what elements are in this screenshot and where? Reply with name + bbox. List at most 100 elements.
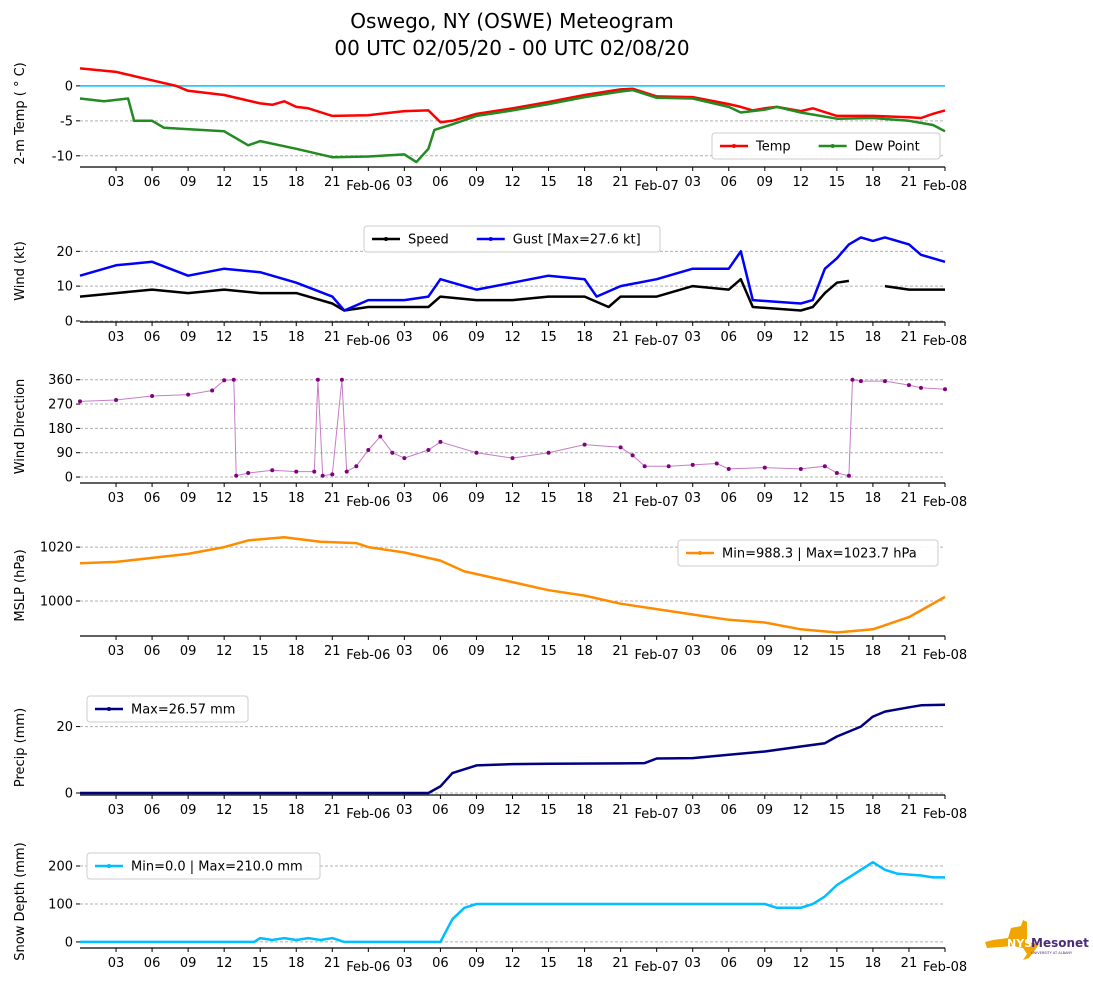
x-tick-label: Feb-07 xyxy=(635,179,679,194)
x-tick-label: 06 xyxy=(432,956,449,971)
wind-direction-point xyxy=(906,383,911,388)
x-tick-label: 15 xyxy=(829,956,846,971)
x-tick-label: 18 xyxy=(576,803,593,818)
x-tick-label: 09 xyxy=(757,644,774,659)
legend-marker xyxy=(698,551,702,555)
x-tick-label: 03 xyxy=(396,175,413,190)
x-tick-label: 09 xyxy=(180,491,197,506)
x-tick-label: 21 xyxy=(901,175,918,190)
x-tick-label: 21 xyxy=(901,644,918,659)
x-tick-label: 21 xyxy=(901,956,918,971)
x-tick-label: 09 xyxy=(468,956,485,971)
x-tick-label: 12 xyxy=(793,491,810,506)
x-tick-label: 06 xyxy=(720,644,737,659)
x-tick-label: 09 xyxy=(468,330,485,345)
wind-direction-point xyxy=(834,470,839,475)
x-tick-label: 21 xyxy=(324,175,341,190)
wind-direction-point xyxy=(546,450,551,455)
x-tick-label: Feb-08 xyxy=(923,960,967,975)
x-tick-label: 21 xyxy=(324,330,341,345)
legend-label: Dew Point xyxy=(855,140,920,155)
wind-direction-point xyxy=(330,472,335,477)
x-tick-label: 06 xyxy=(144,644,161,659)
x-tick-label: 18 xyxy=(865,330,882,345)
x-tick-label: 15 xyxy=(829,491,846,506)
y-axis-label: Wind Direction xyxy=(13,379,28,475)
wind-direction-point xyxy=(690,462,695,467)
x-tick-label: 12 xyxy=(504,330,521,345)
wind-direction-point xyxy=(438,439,443,444)
logo-sub-text: UNIVERSITY AT ALBANY xyxy=(1031,951,1073,955)
wind-direction-point xyxy=(726,466,731,471)
x-tick-label: 21 xyxy=(612,491,629,506)
x-tick-label: 21 xyxy=(901,330,918,345)
x-tick-label: 12 xyxy=(793,175,810,190)
x-tick-label: 09 xyxy=(757,175,774,190)
x-tick-label: Feb-08 xyxy=(923,807,967,822)
wind-direction-point xyxy=(850,377,855,382)
x-tick-label: 15 xyxy=(252,175,269,190)
x-tick-label: 09 xyxy=(180,803,197,818)
x-tick-label: 15 xyxy=(540,803,557,818)
wind-direction-point xyxy=(943,387,947,392)
series-line-speed xyxy=(884,284,945,291)
x-tick-label: 09 xyxy=(757,491,774,506)
y-axis-label: 2-m Temp ( ° C) xyxy=(13,62,28,165)
wind-direction-point xyxy=(882,379,887,384)
x-tick-label: 03 xyxy=(684,644,701,659)
x-tick-label: 06 xyxy=(432,491,449,506)
x-tick-label: 21 xyxy=(612,644,629,659)
x-tick-label: 06 xyxy=(144,491,161,506)
y-tick-label: 20 xyxy=(56,245,73,260)
nys-mesonet-logo: NYS Mesonet UNIVERSITY AT ALBANY xyxy=(985,920,1089,960)
x-tick-label: 06 xyxy=(720,491,737,506)
y-tick-label: 270 xyxy=(48,398,73,413)
x-tick-label: 09 xyxy=(757,803,774,818)
x-tick-label: 09 xyxy=(180,956,197,971)
legend-marker xyxy=(384,237,388,241)
x-tick-label: Feb-07 xyxy=(635,334,679,349)
legend-marker xyxy=(107,707,111,711)
x-tick-label: Feb-08 xyxy=(923,495,967,510)
wind-direction-point xyxy=(246,470,251,475)
x-tick-label: 15 xyxy=(829,330,846,345)
wind-direction-point xyxy=(186,392,191,397)
x-tick-label: 06 xyxy=(144,330,161,345)
x-tick-label: 03 xyxy=(684,803,701,818)
x-tick-label: 12 xyxy=(793,330,810,345)
x-tick-label: 18 xyxy=(576,491,593,506)
legend: Min=0.0 | Max=210.0 mm xyxy=(86,852,321,880)
x-tick-label: Feb-06 xyxy=(346,179,390,194)
x-tick-label: 03 xyxy=(108,644,125,659)
series-line-direction xyxy=(79,379,946,477)
wind-direction-point xyxy=(366,448,371,453)
x-tick-label: 09 xyxy=(757,330,774,345)
x-tick-label: 18 xyxy=(288,491,305,506)
x-tick-label: 15 xyxy=(829,175,846,190)
wind-direction-point xyxy=(510,456,515,461)
x-tick-label: 12 xyxy=(216,491,233,506)
x-tick-label: 18 xyxy=(576,644,593,659)
x-tick-label: 15 xyxy=(252,956,269,971)
y-tick-label: 0 xyxy=(65,314,73,329)
x-tick-label: 21 xyxy=(324,956,341,971)
chart-title-line1: Oswego, NY (OSWE) Meteogram xyxy=(350,9,673,33)
x-tick-label: Feb-06 xyxy=(346,960,390,975)
legend-label: Temp xyxy=(755,140,791,155)
x-tick-label: 18 xyxy=(288,956,305,971)
x-tick-label: 06 xyxy=(432,644,449,659)
wind-direction-point xyxy=(210,388,215,393)
wind-direction-point xyxy=(150,393,155,398)
x-tick-label: 06 xyxy=(432,803,449,818)
x-tick-label: 12 xyxy=(216,803,233,818)
panel-4: 1000 1020 MSLP (hPa) 03 06 09 12 15 18 21 Feb-06 03… xyxy=(13,535,967,663)
x-tick-label: 09 xyxy=(180,175,197,190)
y-tick-label: 360 xyxy=(48,373,73,388)
x-tick-label: Feb-07 xyxy=(635,648,679,663)
x-tick-label: 09 xyxy=(468,803,485,818)
y-axis-label: Precip (mm) xyxy=(13,708,28,787)
x-tick-label: 12 xyxy=(216,330,233,345)
x-tick-label: Feb-06 xyxy=(346,334,390,349)
